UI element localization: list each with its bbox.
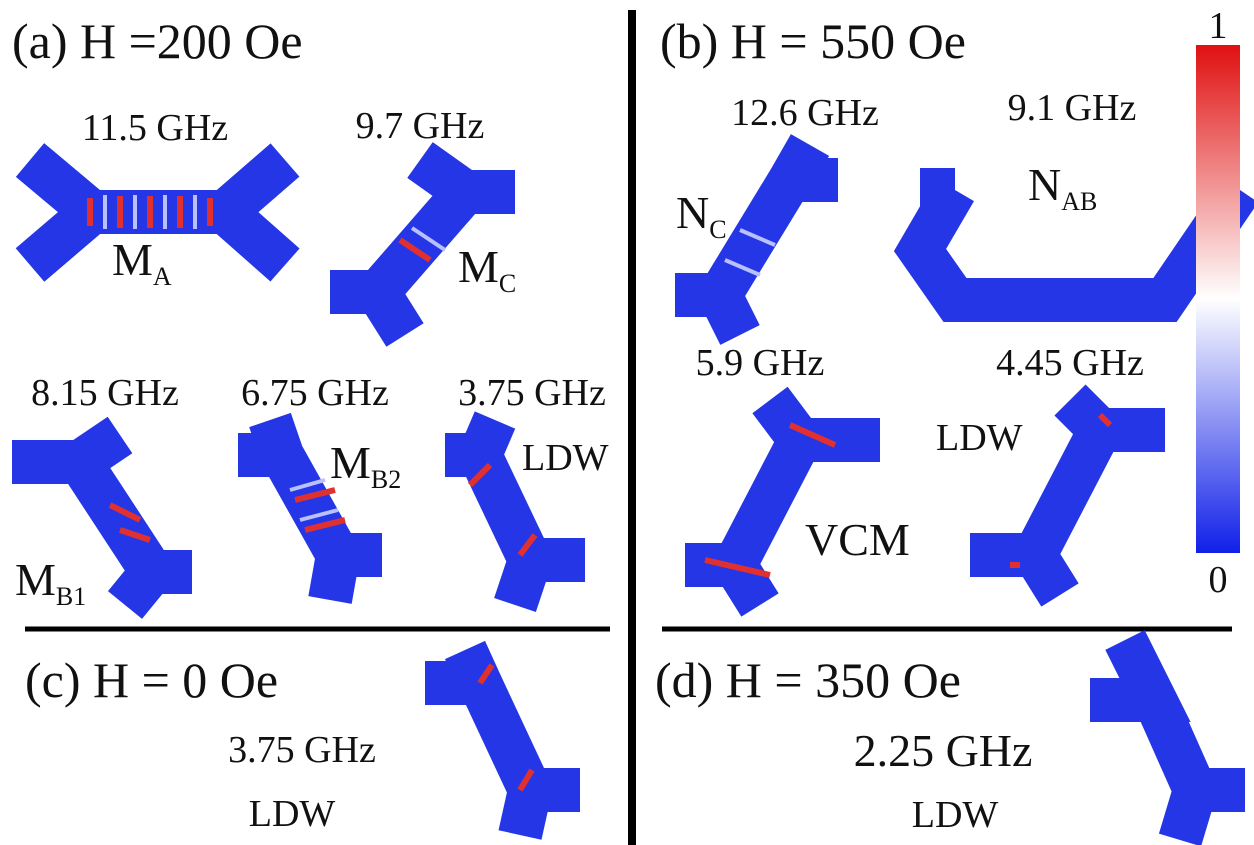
mode-label: M: [112, 234, 153, 285]
mode-label: M: [15, 554, 56, 605]
frequency: 6.75 GHz: [241, 372, 389, 414]
mode-label: N: [676, 187, 709, 238]
mode-label: NAB: [1028, 159, 1097, 216]
frequency: 8.15 GHz: [31, 372, 179, 414]
mode-label: LDW: [522, 437, 609, 479]
mode-subscript: B2: [371, 465, 401, 494]
frequency: 9.7 GHz: [356, 105, 485, 147]
mode-subscript: A: [153, 262, 172, 291]
frequency: 3.75 GHz: [228, 729, 376, 771]
mode-subscript: C: [499, 269, 516, 298]
frequency: 2.25 GHz: [854, 725, 1033, 776]
mode-label: NC: [676, 187, 727, 244]
frequency: 9.1 GHz: [1008, 87, 1137, 129]
colorbar-max: 1: [1209, 5, 1228, 47]
panel-title: (d) H = 350 Oe: [655, 652, 961, 708]
mode-label: VCM: [805, 514, 910, 565]
mode-subscript: C: [709, 215, 726, 244]
mode-label: LDW: [912, 794, 999, 836]
mode-label: N: [1028, 159, 1061, 210]
panel-title: (a) H =200 Oe: [12, 13, 303, 69]
mode-label: MC: [458, 241, 516, 298]
frequency: 12.6 GHz: [731, 92, 879, 134]
frequency: 4.45 GHz: [996, 342, 1144, 384]
frequency: 3.75 GHz: [458, 372, 606, 414]
mode-label: MB2: [330, 437, 401, 494]
frequency: 11.5 GHz: [82, 107, 228, 149]
mode-label: LDW: [249, 793, 336, 835]
mode-subscript: AB: [1061, 187, 1097, 216]
colorbar: [1196, 45, 1240, 553]
mode-label: M: [330, 437, 371, 488]
panel-title: (c) H = 0 Oe: [25, 652, 278, 708]
figure: 1 0 (a) H =200 Oe 11.5 GHz MA 9.7 GHz MC…: [0, 0, 1254, 845]
mode-label: M: [458, 241, 499, 292]
colorbar-min: 0: [1209, 559, 1228, 601]
mode-label: MA: [112, 234, 172, 291]
mode-label: MB1: [15, 554, 86, 611]
panel-title: (b) H = 550 Oe: [660, 13, 966, 69]
frequency: 5.9 GHz: [696, 342, 825, 384]
mode-label: LDW: [936, 417, 1023, 459]
mode-subscript: B1: [56, 582, 86, 611]
